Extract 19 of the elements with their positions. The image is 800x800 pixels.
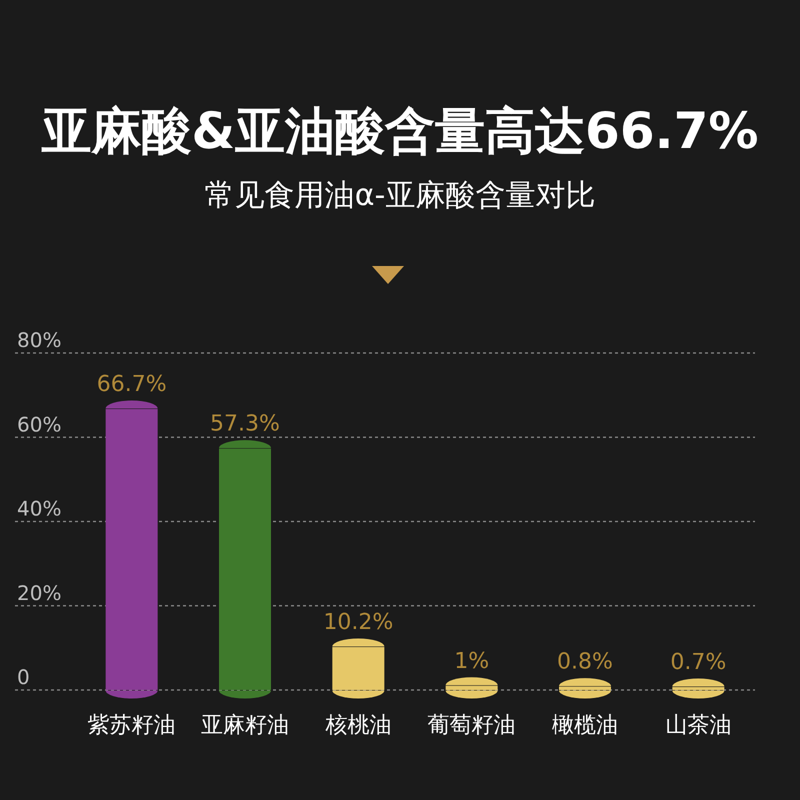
data-label: 57.3% [210,412,280,437]
y-tick-label: 20% [17,580,62,605]
x-tick-label: 紫苏籽油 [88,713,176,738]
data-label: 0.8% [557,650,613,675]
x-tick-label: 葡萄籽油 [428,713,516,738]
y-tick-label: 80% [17,328,62,352]
data-label: 0.7% [670,650,726,676]
chart-title: 亚麻酸&亚油酸含量高达66.7% [40,102,759,160]
y-tick-label: 0 [17,665,30,689]
data-label: 1% [454,648,490,674]
x-tick-label: 亚麻籽油 [201,713,289,738]
x-tick-label: 山茶油 [665,713,732,738]
data-label: 10.2% [323,610,394,636]
data-label: 66.7% [96,372,167,398]
y-tick-label: 40% [17,496,62,520]
y-tick-label: 60% [17,412,62,436]
x-tick-label: 核桃油 [324,713,392,738]
x-tick-label: 橄榄油 [552,713,618,738]
chart-subtitle: 常见食用油α-亚麻酸含量对比 [204,178,596,213]
